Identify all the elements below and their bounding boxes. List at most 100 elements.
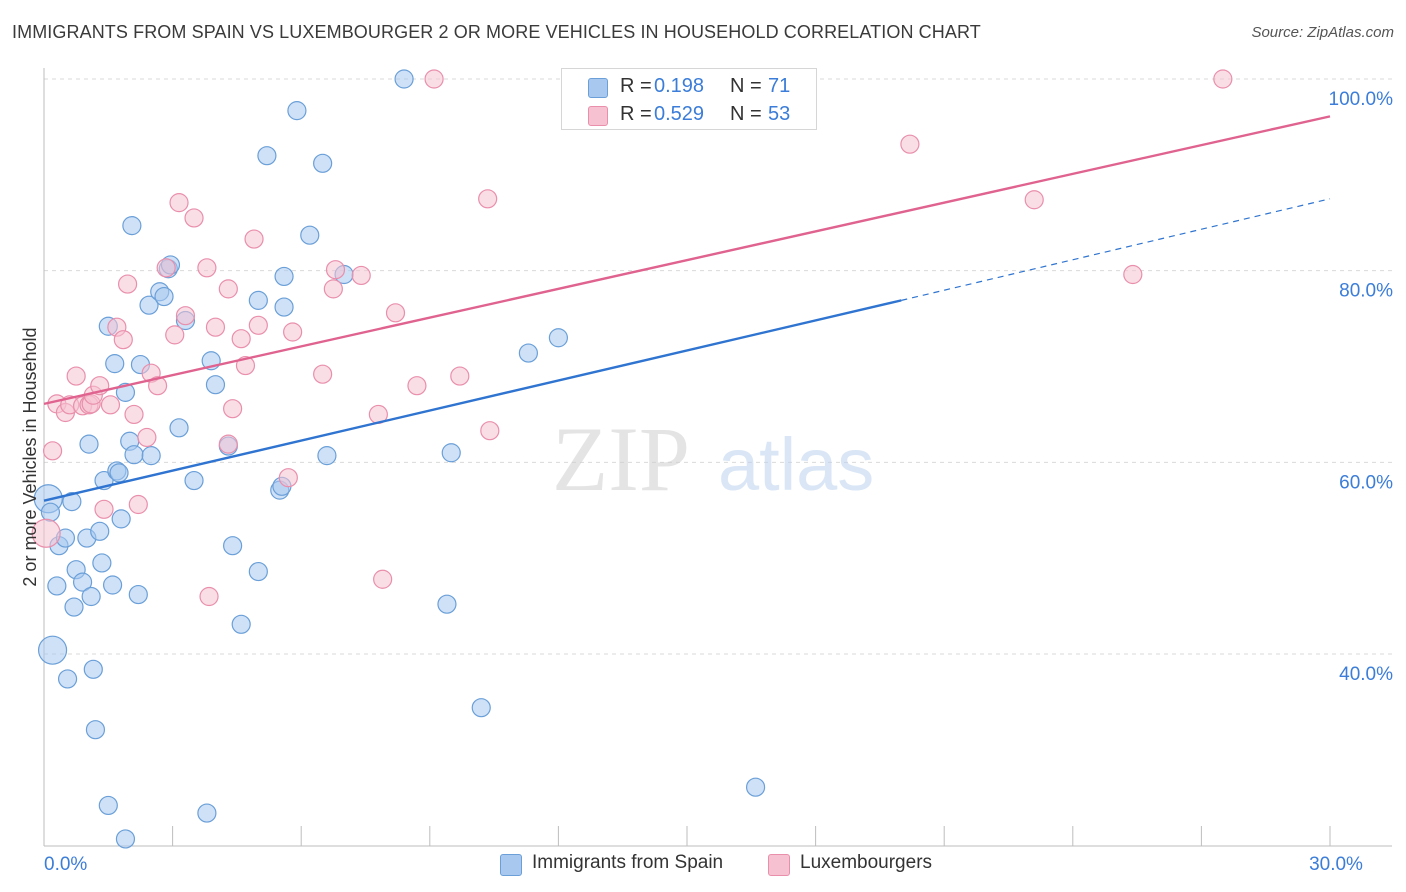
spain-point: [81, 586, 101, 607]
luxembourger-point: [128, 494, 148, 515]
luxembourger-point: [385, 303, 406, 323]
luxembourger-point: [165, 325, 185, 345]
spain-point: [64, 597, 84, 617]
spain-point: [437, 594, 457, 614]
luxembourger-point: [66, 366, 86, 386]
spain-point: [83, 659, 103, 679]
luxembourger-point: [223, 399, 243, 419]
luxembourger-point: [117, 274, 138, 294]
n-label: N =: [730, 103, 762, 125]
luxembourger-point: [169, 193, 189, 213]
luxembourger-point: [313, 364, 333, 384]
n-label: N =: [730, 75, 762, 97]
spain-point: [115, 829, 136, 849]
spain-point: [313, 153, 333, 173]
y-axis-label: 2 or more Vehicles in Household: [20, 327, 40, 586]
luxembourger-point: [325, 260, 346, 280]
watermark: ZIP atlas: [552, 408, 874, 510]
spain-point: [47, 576, 67, 596]
spain-point: [471, 698, 491, 718]
luxembourger-point: [199, 586, 219, 607]
luxembourger-point: [175, 306, 196, 326]
series-luxembourgers: [31, 69, 1233, 607]
pink-swatch: [588, 106, 608, 126]
n-value: 71: [768, 75, 791, 97]
spain-point: [98, 795, 118, 816]
blue-swatch: [500, 854, 522, 876]
legend-label: Immigrants from Spain: [532, 852, 724, 873]
luxembourger-point: [248, 315, 268, 335]
stats-row-luxembourgers: R = 0.529 N = 53: [562, 100, 816, 128]
y-tick-label: 100.0%: [1329, 89, 1394, 110]
spain-point: [317, 446, 337, 466]
spain-point: [105, 354, 125, 374]
luxembourger-point: [478, 189, 498, 209]
luxembourger-point: [184, 208, 204, 228]
spain-point: [205, 375, 226, 395]
luxembourger-point: [283, 322, 303, 342]
luxembourger-point: [244, 229, 264, 249]
spain-trend-line: [43, 299, 902, 502]
luxembourger-point: [156, 258, 176, 278]
luxembourger-point: [205, 317, 226, 337]
luxembourger-point: [124, 404, 144, 425]
spain-point: [111, 509, 131, 529]
luxembourger-point: [900, 134, 920, 154]
luxembourger-point: [1213, 69, 1233, 89]
legend-label: Luxembourgers: [800, 852, 933, 873]
luxembourger-point: [100, 395, 121, 415]
stats-row-spain: R = 0.198 N = 71: [562, 72, 816, 100]
spain-point: [102, 575, 123, 595]
spain-point: [79, 434, 99, 454]
luxembourger-point: [42, 441, 63, 461]
spain-point: [745, 777, 766, 797]
series-legend: Immigrants from Spain Luxembourgers: [0, 852, 1406, 878]
luxembourger-point: [231, 329, 251, 349]
r-label: R =: [620, 103, 652, 125]
spain-point: [92, 553, 112, 573]
stats-legend: R = 0.198 N = 71 R = 0.529 N = 53: [561, 68, 817, 130]
spain-point: [441, 443, 461, 463]
spain-point: [518, 343, 538, 363]
luxembourger-point: [1123, 264, 1143, 285]
spain-point: [109, 463, 129, 483]
luxembourger-point: [218, 279, 238, 299]
luxembourger-point: [137, 427, 157, 448]
luxembourger-point: [351, 265, 371, 286]
luxembourger-point: [480, 421, 500, 441]
n-value: 53: [768, 103, 791, 125]
chart-title: IMMIGRANTS FROM SPAIN VS LUXEMBOURGER 2 …: [12, 22, 981, 42]
luxembourger-point: [113, 330, 133, 350]
spain-point: [85, 720, 106, 740]
spain-point: [223, 536, 243, 556]
axis-layer: [43, 68, 1392, 847]
r-label: R =: [620, 75, 652, 97]
trend-lines: [43, 115, 1331, 502]
spain-point: [72, 572, 93, 592]
x-tick-label: 30.0%: [1309, 854, 1363, 875]
pink-swatch: [768, 854, 790, 876]
luxembourger-point: [424, 69, 444, 89]
watermark-zip: ZIP: [552, 408, 690, 510]
spain-point: [248, 290, 268, 310]
watermark-atlas: atlas: [718, 423, 874, 506]
spain-point: [128, 584, 148, 605]
spain-point: [548, 328, 569, 348]
spain-point: [40, 502, 61, 522]
luxembourger-point: [407, 376, 427, 396]
spain-point: [90, 521, 110, 541]
spain-point: [197, 803, 217, 823]
spain-point: [124, 445, 144, 465]
spain-point: [62, 492, 82, 512]
tick-labels: 100.0% 80.0% 60.0% 40.0% 0.0% 30.0%: [44, 89, 1393, 875]
spain-point: [274, 266, 294, 287]
luxembourger-point: [218, 434, 238, 454]
spain-point: [169, 418, 189, 438]
luxembourger-point: [278, 468, 298, 488]
r-value: 0.529: [654, 103, 705, 125]
spain-point: [139, 295, 159, 315]
luxembourger-point: [147, 376, 168, 396]
spain-point: [248, 561, 268, 582]
x-tick-label: 0.0%: [44, 854, 87, 875]
